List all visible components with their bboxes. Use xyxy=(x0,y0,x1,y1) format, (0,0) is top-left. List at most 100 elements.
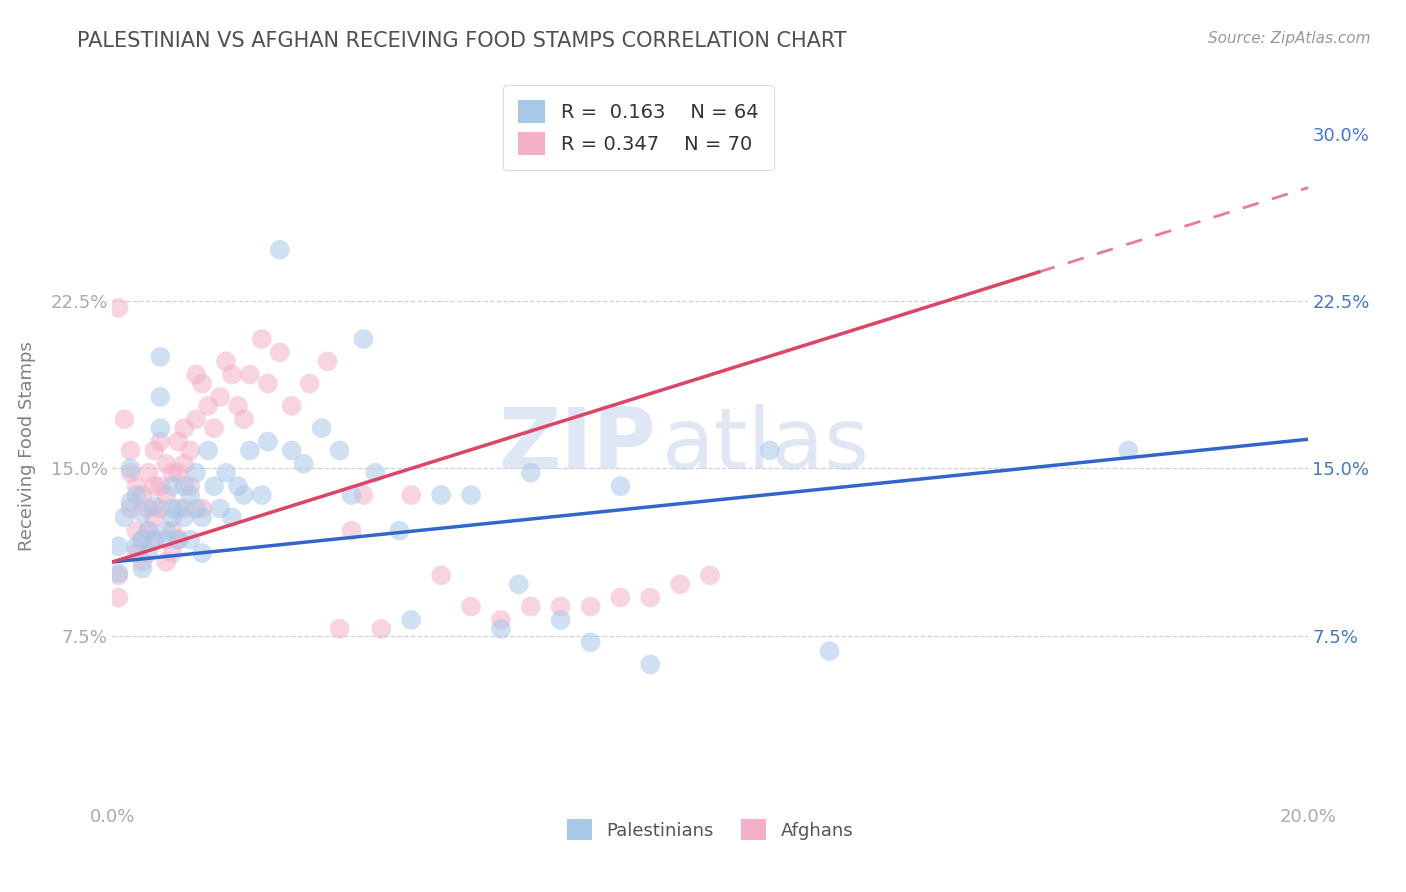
Point xyxy=(149,479,172,493)
Point xyxy=(191,546,214,560)
Point xyxy=(131,533,153,547)
Point xyxy=(370,622,392,636)
Point xyxy=(138,501,160,516)
Point xyxy=(221,368,243,382)
Point xyxy=(120,461,142,475)
Point xyxy=(155,533,177,547)
Point xyxy=(316,354,339,368)
Point xyxy=(269,345,291,359)
Point xyxy=(179,479,201,493)
Point xyxy=(197,399,219,413)
Point xyxy=(155,457,177,471)
Point xyxy=(197,443,219,458)
Legend: Palestinians, Afghans: Palestinians, Afghans xyxy=(560,812,860,847)
Point xyxy=(520,466,543,480)
Point xyxy=(186,368,208,382)
Point xyxy=(401,488,423,502)
Point xyxy=(209,390,232,404)
Point xyxy=(329,443,352,458)
Point xyxy=(107,568,129,582)
Point xyxy=(149,434,172,449)
Point xyxy=(191,501,214,516)
Text: Source: ZipAtlas.com: Source: ZipAtlas.com xyxy=(1208,31,1371,46)
Point xyxy=(138,524,160,538)
Point xyxy=(257,434,280,449)
Point xyxy=(167,434,190,449)
Point xyxy=(609,591,631,605)
Point xyxy=(311,421,333,435)
Point xyxy=(125,479,148,493)
Point xyxy=(167,501,190,516)
Point xyxy=(173,479,195,493)
Point xyxy=(131,533,153,547)
Point xyxy=(179,533,201,547)
Point xyxy=(107,591,129,605)
Point xyxy=(162,524,183,538)
Point xyxy=(1118,443,1140,458)
Point xyxy=(186,466,208,480)
Point xyxy=(162,479,183,493)
Point xyxy=(226,479,249,493)
Point xyxy=(162,510,183,524)
Point xyxy=(233,488,256,502)
Point xyxy=(179,443,201,458)
Point xyxy=(364,466,387,480)
Point xyxy=(191,510,214,524)
Point xyxy=(186,412,208,426)
Y-axis label: Receiving Food Stamps: Receiving Food Stamps xyxy=(18,341,37,551)
Point xyxy=(155,524,177,538)
Point xyxy=(329,622,352,636)
Point xyxy=(173,457,195,471)
Point xyxy=(226,399,249,413)
Point xyxy=(131,562,153,576)
Point xyxy=(120,443,142,458)
Point xyxy=(107,539,129,553)
Point xyxy=(138,546,160,560)
Point xyxy=(640,591,662,605)
Point xyxy=(430,488,453,502)
Point xyxy=(131,488,153,502)
Point xyxy=(340,488,363,502)
Point xyxy=(149,390,172,404)
Point xyxy=(250,332,273,346)
Point xyxy=(162,501,183,516)
Point xyxy=(215,354,238,368)
Point xyxy=(120,494,142,508)
Point xyxy=(143,533,166,547)
Point xyxy=(269,243,291,257)
Point xyxy=(107,566,129,581)
Point xyxy=(143,510,166,524)
Point xyxy=(149,501,172,516)
Point xyxy=(143,499,166,513)
Point xyxy=(155,555,177,569)
Point xyxy=(759,443,782,458)
Point xyxy=(609,479,631,493)
Point xyxy=(401,613,423,627)
Point xyxy=(125,488,148,502)
Point xyxy=(149,350,172,364)
Point xyxy=(167,466,190,480)
Point xyxy=(209,501,232,516)
Point xyxy=(298,376,321,391)
Point xyxy=(388,524,411,538)
Point xyxy=(191,376,214,391)
Point xyxy=(579,635,602,649)
Point xyxy=(239,443,262,458)
Point xyxy=(221,510,243,524)
Point xyxy=(257,376,280,391)
Point xyxy=(818,644,841,658)
Point xyxy=(173,510,195,524)
Point xyxy=(162,546,183,560)
Point xyxy=(489,613,512,627)
Point xyxy=(550,599,572,614)
Point xyxy=(120,466,142,480)
Point xyxy=(173,421,195,435)
Point xyxy=(520,599,543,614)
Point xyxy=(125,546,148,560)
Point xyxy=(114,510,135,524)
Point xyxy=(579,599,602,614)
Text: atlas: atlas xyxy=(662,404,870,488)
Point xyxy=(353,332,375,346)
Point xyxy=(550,613,572,627)
Point xyxy=(250,488,273,502)
